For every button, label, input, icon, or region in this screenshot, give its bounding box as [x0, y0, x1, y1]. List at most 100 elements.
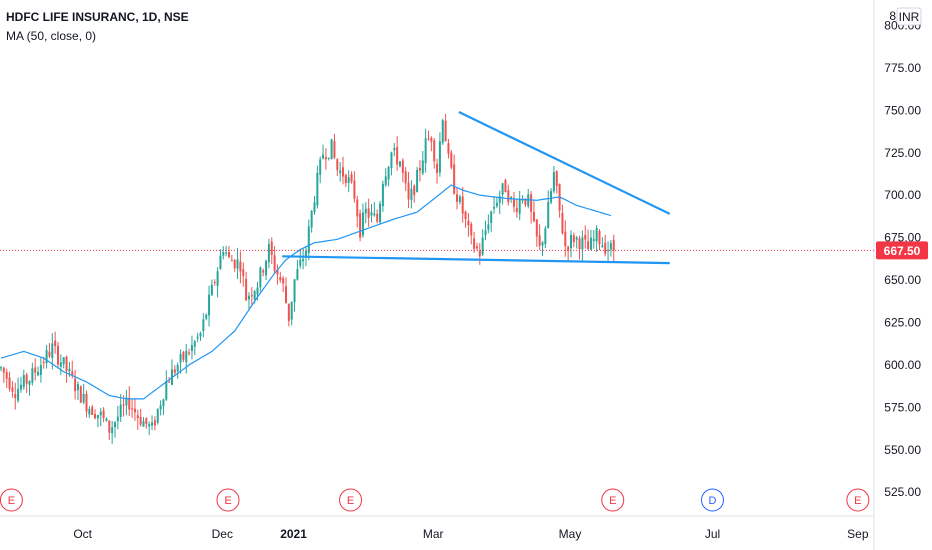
candle-body	[373, 213, 376, 216]
candle-body	[518, 198, 521, 214]
candle-body	[11, 387, 14, 392]
x-tick-label: May	[559, 527, 582, 541]
candle-body	[433, 140, 436, 162]
earnings-marker-label: E	[224, 495, 231, 507]
candle-body	[490, 211, 493, 223]
candle-body	[438, 141, 441, 173]
candle-body	[447, 143, 450, 154]
candle-body	[210, 284, 213, 295]
candle-body	[28, 381, 31, 385]
candle-body	[265, 260, 268, 276]
candle-body	[461, 196, 464, 214]
y-tick-label: 650.00	[884, 273, 921, 287]
y-tick-label: 775.00	[884, 61, 921, 75]
y-tick-label: 625.00	[884, 316, 921, 330]
candle-body	[327, 157, 330, 159]
candle-body	[316, 172, 319, 206]
candle-body	[450, 152, 453, 168]
candle-body	[128, 397, 131, 410]
candle-body	[125, 397, 128, 406]
candle-body	[424, 138, 427, 164]
x-tick-label: Mar	[423, 527, 444, 541]
candle-body	[453, 164, 456, 194]
last-price-badge	[876, 241, 928, 260]
candle-body	[547, 201, 550, 229]
candle-body	[436, 163, 439, 173]
candle-body	[250, 295, 253, 297]
candle-body	[524, 198, 527, 205]
candle-body	[190, 345, 193, 352]
candle-body	[282, 278, 285, 284]
candle-body	[148, 424, 151, 427]
currency-badge[interactable]	[896, 7, 922, 26]
candle-body	[418, 168, 421, 171]
candle-body	[541, 242, 544, 246]
dividend-marker-label: D	[709, 495, 717, 507]
candle-body	[444, 120, 447, 142]
earnings-marker-icon[interactable]	[339, 488, 363, 512]
candle-body	[302, 259, 305, 262]
candle-body	[319, 159, 322, 175]
candle-body	[153, 420, 156, 426]
candle-body	[205, 314, 208, 319]
earnings-marker-icon[interactable]	[846, 488, 870, 512]
trendline-support[interactable]	[282, 255, 670, 265]
candle-body	[185, 350, 188, 363]
candle-body	[293, 279, 296, 303]
candle-body	[62, 357, 65, 365]
indicator-label[interactable]: MA (50, close, 0)	[6, 29, 97, 43]
dividend-marker-icon[interactable]	[701, 488, 724, 512]
candle-body	[51, 343, 54, 358]
candle-body	[347, 177, 350, 184]
candle-body	[361, 212, 364, 236]
candle-body	[151, 422, 154, 426]
candle-body	[561, 212, 564, 234]
candle-body	[493, 207, 496, 209]
candle-body	[609, 243, 612, 250]
candle-body	[381, 183, 384, 207]
symbol-title[interactable]: HDFC LIFE INSURANC, 1D, NSE	[6, 10, 189, 24]
candle-body	[387, 166, 390, 180]
candle-body	[116, 416, 119, 422]
ma-50-line	[0, 184, 612, 400]
candle-body	[515, 208, 518, 212]
candle-body	[233, 259, 236, 269]
earnings-marker-icon[interactable]	[0, 488, 23, 512]
trendline-resistance[interactable]	[458, 111, 671, 215]
candle-body	[219, 255, 222, 270]
candle-body	[108, 420, 111, 433]
candle-body	[322, 154, 325, 159]
candle-body	[202, 319, 205, 332]
candle-body	[228, 251, 230, 257]
earnings-marker-label: E	[8, 495, 15, 507]
candle-body	[410, 188, 413, 201]
candle-body	[173, 369, 176, 373]
candle-body	[188, 352, 191, 354]
candle-body	[37, 371, 40, 376]
candle-body	[68, 368, 71, 372]
earnings-marker-icon[interactable]	[601, 488, 625, 512]
candle-body	[256, 287, 259, 295]
candle-body	[247, 295, 250, 300]
candle-body	[344, 175, 347, 184]
candle-body	[213, 282, 216, 284]
candle-body	[430, 137, 433, 142]
candle-body	[39, 365, 42, 376]
candle-body	[396, 146, 399, 165]
candle-body	[470, 224, 473, 236]
candle-body	[441, 120, 444, 143]
candle-body	[587, 241, 590, 250]
candle-body	[467, 220, 470, 226]
candle-body	[222, 251, 225, 256]
candle-body	[478, 250, 481, 257]
candle-body	[604, 242, 607, 254]
candle-body	[330, 139, 333, 160]
earnings-marker-icon[interactable]	[216, 488, 240, 512]
candle-body	[79, 386, 82, 403]
candle-body	[34, 367, 37, 373]
candle-body	[390, 152, 393, 169]
candle-body	[99, 411, 102, 416]
candle-body	[179, 353, 182, 363]
candle-body	[54, 340, 57, 347]
